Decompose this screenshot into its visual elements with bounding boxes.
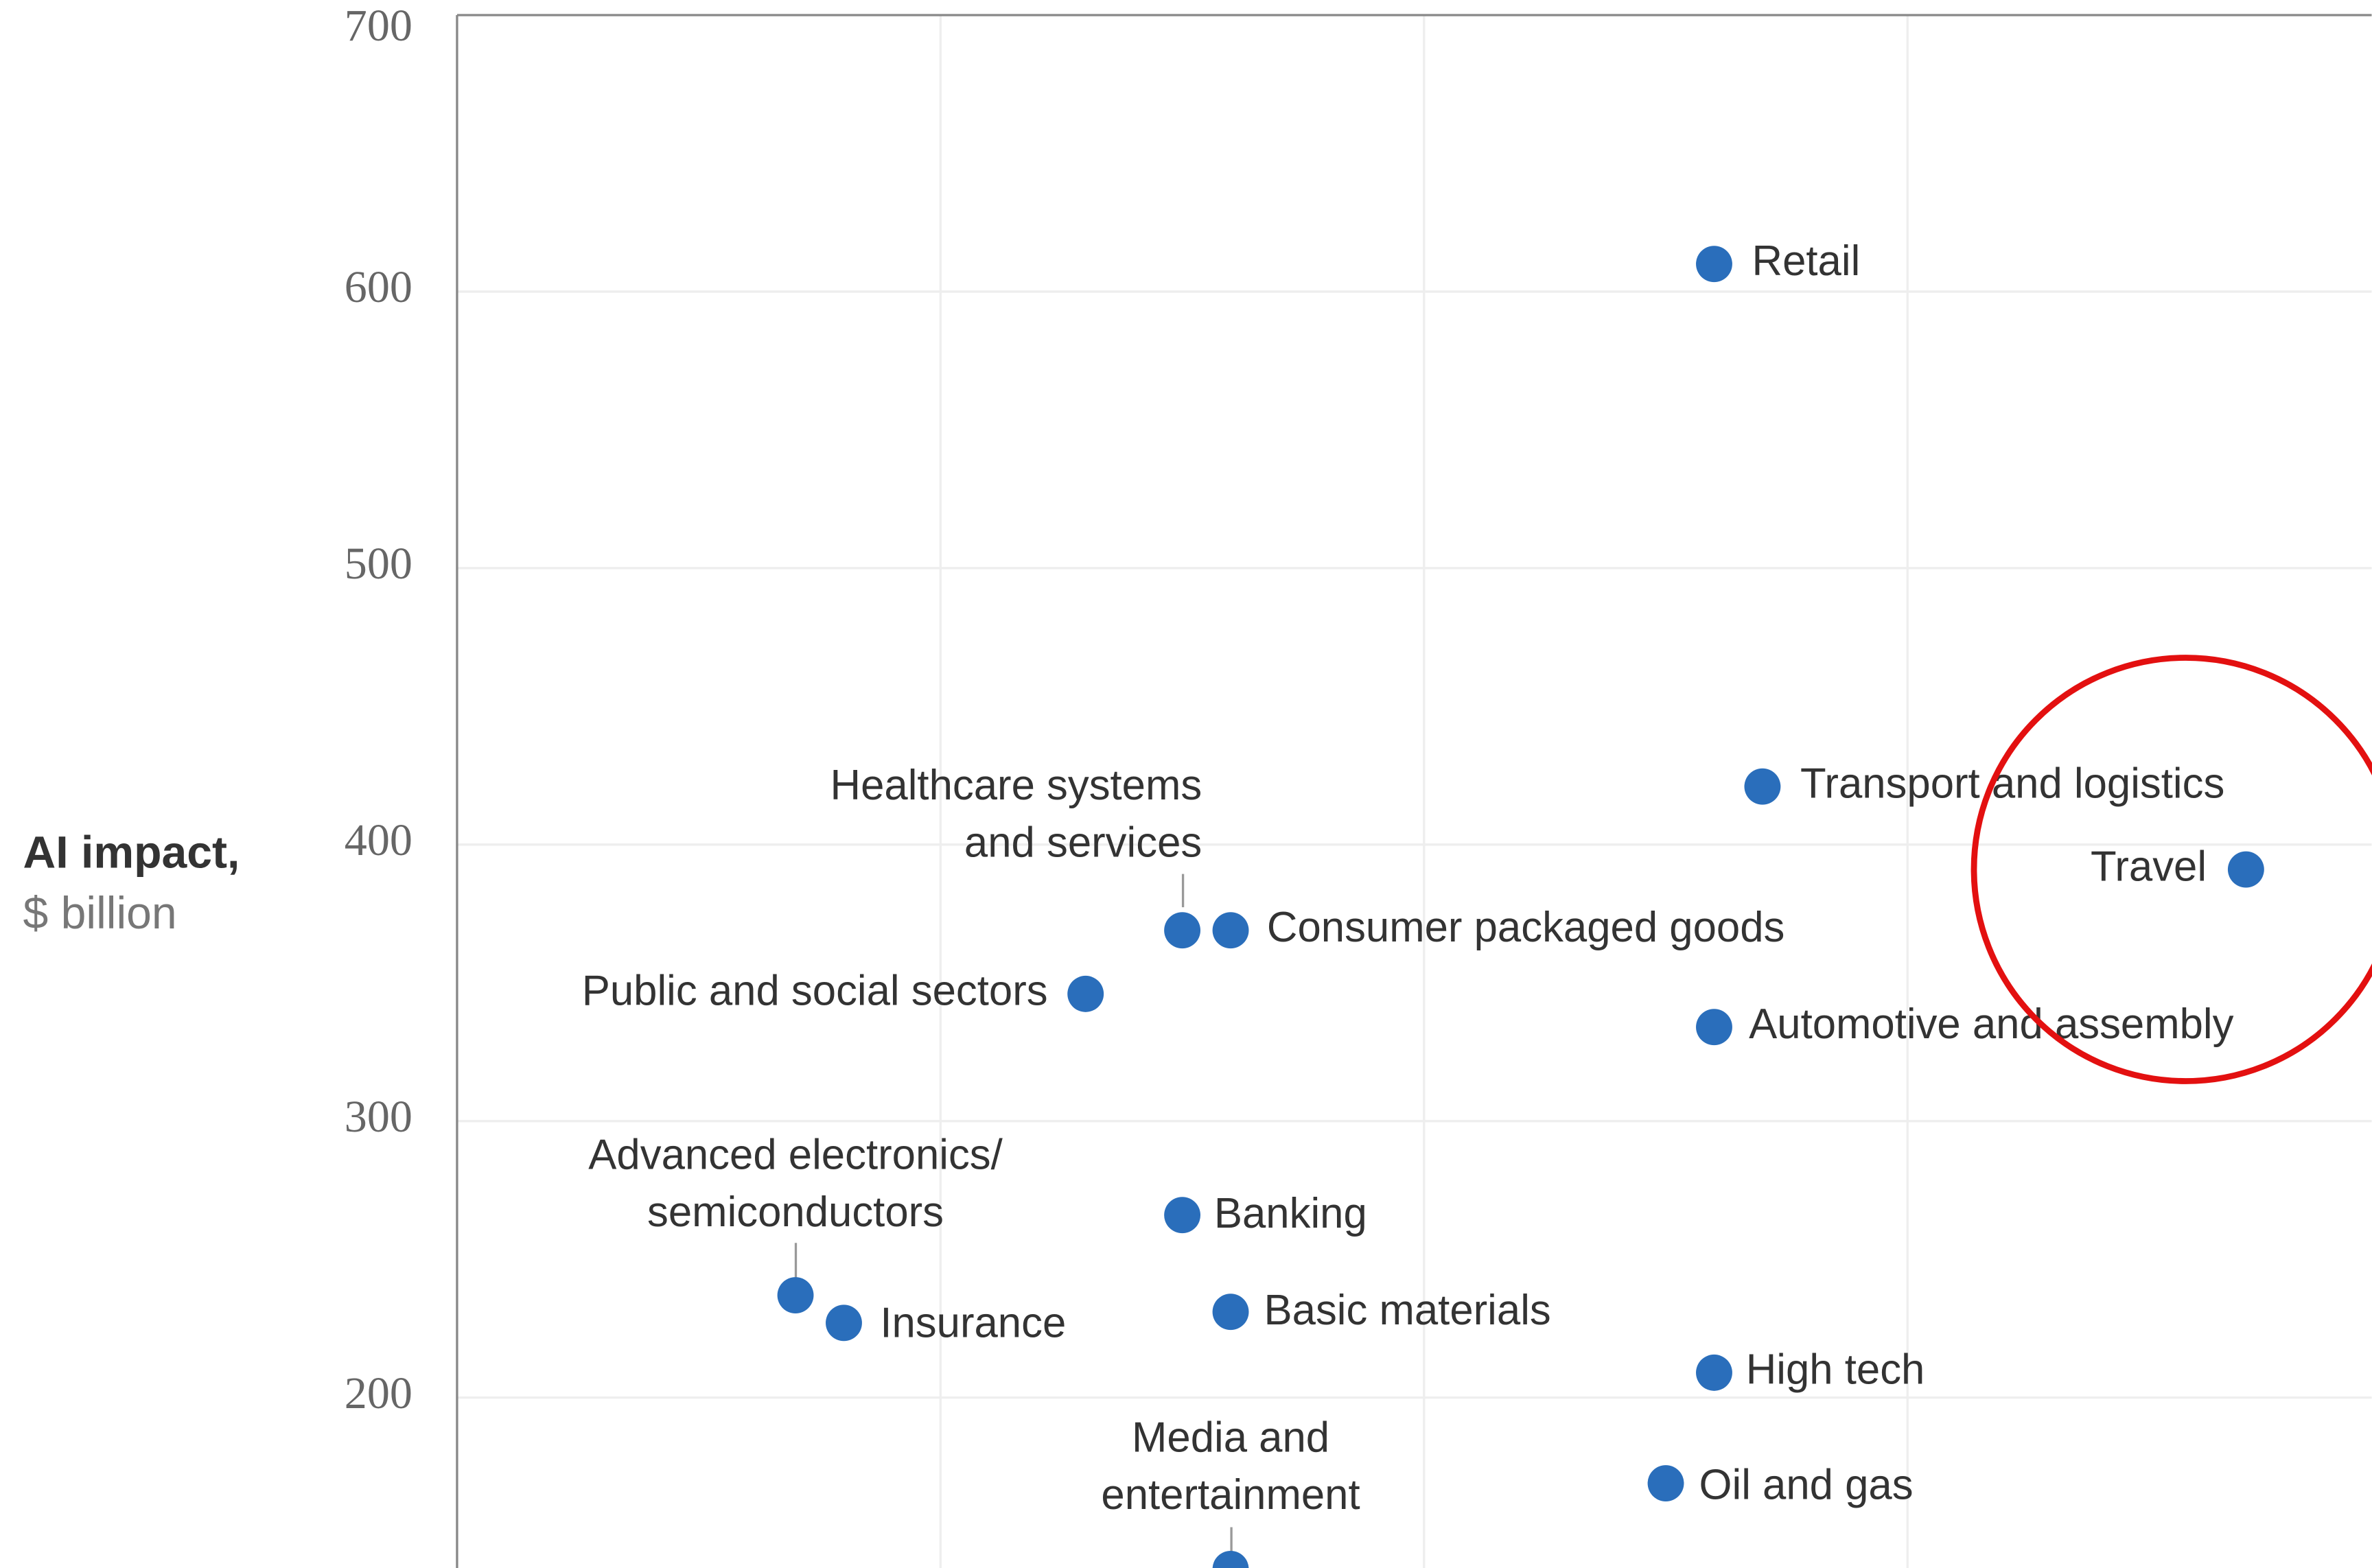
point-label: Public and social sectors: [582, 968, 1048, 1015]
point: [1647, 1465, 1684, 1501]
point-label: Media and: [1132, 1414, 1329, 1461]
point-label: Consumer packaged goods: [1267, 904, 1784, 951]
point-label: Retail: [1752, 237, 1861, 285]
y-tick-label: 200: [345, 1368, 412, 1418]
y-axis-subtitle: $ billion: [23, 888, 177, 939]
point-label: Basic materials: [1264, 1287, 1551, 1334]
y-tick-label: 400: [345, 815, 412, 865]
point: [1212, 912, 1249, 949]
point-label: Travel: [2091, 843, 2207, 890]
y-tick-label: 600: [345, 262, 412, 312]
point: [1067, 975, 1104, 1012]
point: [1164, 1197, 1201, 1234]
point-label: entertainment: [1101, 1471, 1360, 1519]
y-axis-title: AI impact,: [23, 828, 240, 878]
point-label: Healthcare systems: [830, 762, 1202, 809]
point-label: and services: [964, 819, 1202, 867]
point-label: Advanced electronics/: [588, 1131, 1003, 1178]
point: [1744, 768, 1781, 805]
point: [777, 1277, 814, 1313]
highlight-circle: [1970, 655, 2372, 1084]
point: [1696, 246, 1732, 283]
point-label: semiconductors: [647, 1189, 944, 1236]
points: [777, 246, 2264, 1568]
point: [1164, 912, 1201, 949]
point-label: High tech: [1746, 1346, 1925, 1394]
point-label: Banking: [1214, 1190, 1367, 1237]
point: [1212, 1551, 1249, 1568]
point: [826, 1304, 862, 1342]
labels: Retail Transport and logistics Travel Healt…: [582, 237, 2234, 1519]
point-label: Automotive and assembly: [1749, 1001, 2233, 1048]
y-tick-label: 500: [345, 539, 412, 589]
grid: [456, 15, 2372, 1568]
point: [2227, 851, 2264, 888]
point-label: Oil and gas: [1699, 1461, 1914, 1508]
y-tick-label: 300: [345, 1092, 412, 1142]
y-tick-label: 700: [345, 1, 412, 51]
point: [1696, 1354, 1732, 1391]
point-label: Insurance: [880, 1300, 1066, 1347]
point-label: Transport and logistics: [1800, 760, 2224, 807]
point: [1212, 1294, 1249, 1331]
point: [1696, 1009, 1732, 1046]
